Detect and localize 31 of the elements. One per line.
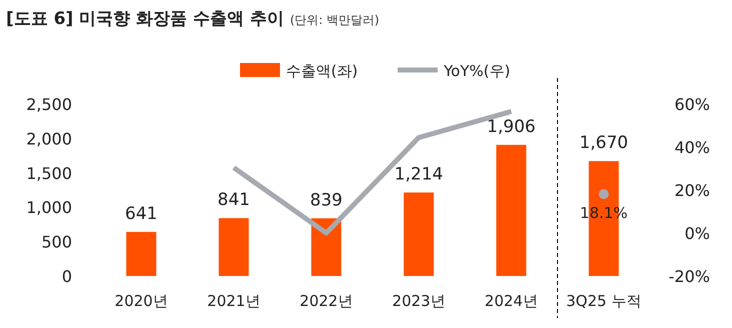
x-tick-label: 2020년: [114, 292, 168, 310]
data-label: 1,906: [486, 116, 536, 137]
x-tick-label: 3Q25 누적: [566, 292, 642, 310]
data-label: 839: [310, 190, 342, 210]
x-tick-label: 2024년: [484, 292, 538, 310]
data-label: 1,214: [394, 164, 444, 184]
y-tick-label: 1,500: [26, 164, 72, 183]
bar: [218, 218, 249, 276]
data-label: 1,670: [579, 133, 628, 154]
x-tick-label: 2023년: [392, 292, 446, 310]
chart-subtitle: (단위: 백만달러): [290, 13, 380, 27]
y-tick-label: 2,500: [26, 95, 72, 114]
legend-label: 수출액(좌): [286, 62, 358, 80]
y2-tick-label: 0%: [684, 224, 710, 243]
y-tick-label: 0: [62, 267, 72, 286]
y2-tick-label: 40%: [674, 138, 710, 157]
legend-label: YoY%(우): [442, 62, 510, 80]
data-label: 641: [125, 204, 158, 224]
y2-tick-label: 60%: [674, 95, 710, 114]
y2-tick-label: -20%: [668, 267, 710, 286]
data-label: 841: [218, 190, 250, 210]
bar: [126, 232, 156, 276]
y-tick-label: 1,000: [26, 198, 72, 218]
x-tick-label: 2021년: [207, 292, 260, 310]
y2-tick-label: 20%: [674, 181, 710, 200]
bar: [496, 144, 526, 276]
y-tick-label: 2,000: [26, 129, 72, 148]
chart-title: [도표 6] 미국향 화장품 수출액 추이: [6, 9, 284, 29]
y-tick-label: 500: [41, 232, 72, 252]
x-tick-label: 2022년: [300, 292, 353, 310]
bar: [404, 192, 434, 276]
